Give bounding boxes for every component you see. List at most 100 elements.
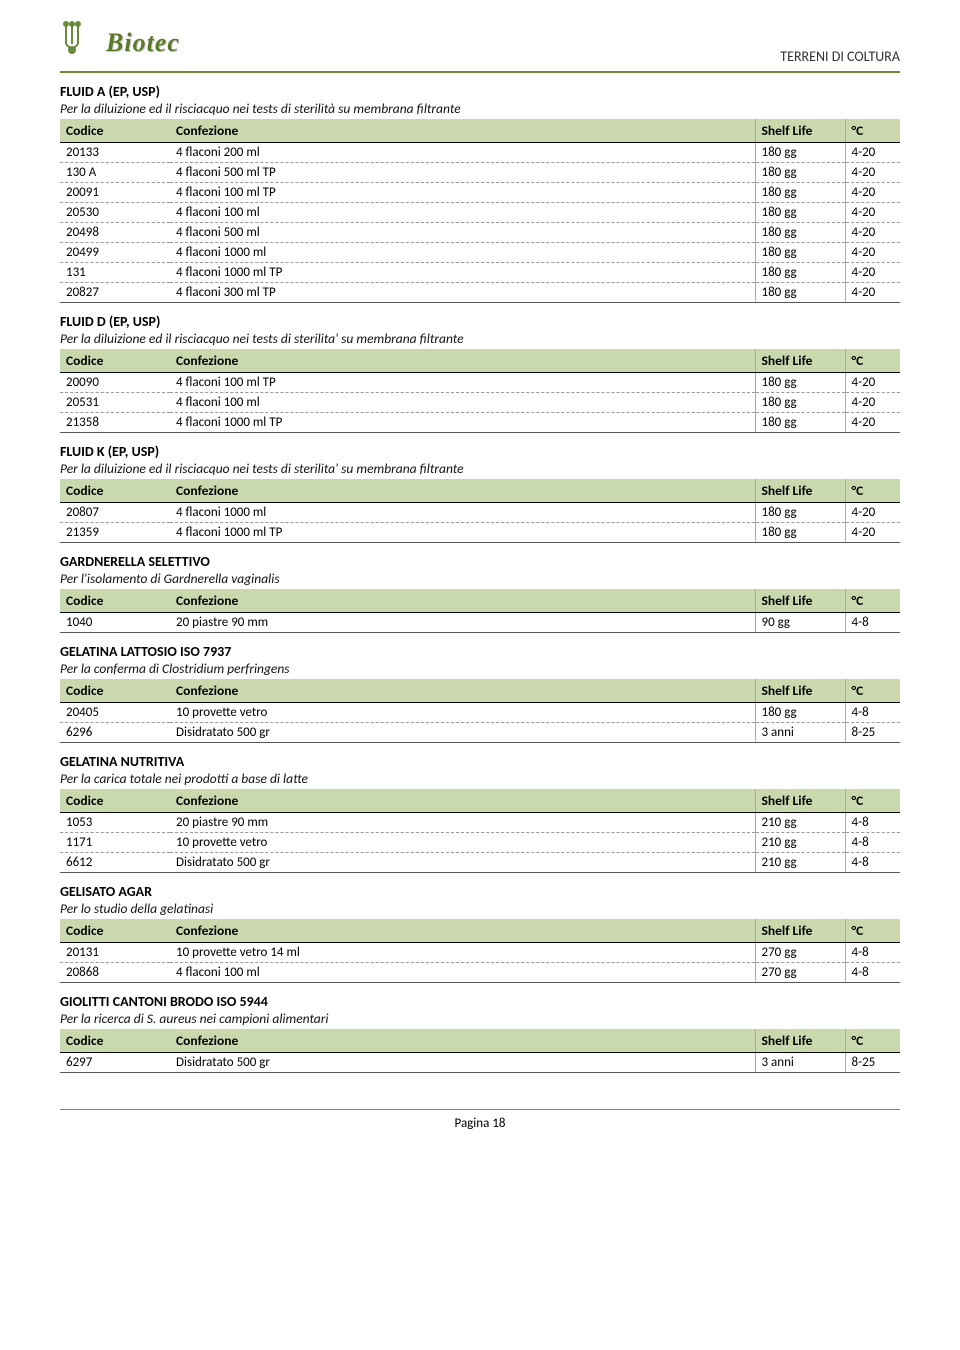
table-row: 208684 flaconi 100 ml270 gg4-8 — [60, 963, 900, 983]
cell-codice: 1040 — [60, 613, 170, 633]
section-description: Per lo studio della gelatinasi — [60, 900, 900, 917]
column-header-codice: Codice — [60, 479, 170, 503]
column-header-c: °C — [845, 349, 900, 373]
product-section: FLUID A (EP, USP)Per la diluizione ed il… — [60, 83, 900, 303]
table-row: 2013110 provette vetro 14 ml270 gg4-8 — [60, 943, 900, 963]
cell-shelf-life: 210 gg — [755, 853, 845, 873]
table-row: 204984 flaconi 500 ml180 gg4-20 — [60, 223, 900, 243]
cell-shelf-life: 180 gg — [755, 183, 845, 203]
cell-confezione: 10 provette vetro — [170, 833, 755, 853]
section-description: Per l'isolamento di Gardnerella vaginali… — [60, 570, 900, 587]
cell-confezione: 4 flaconi 1000 ml — [170, 243, 755, 263]
table-row: 117110 provette vetro210 gg4-8 — [60, 833, 900, 853]
section-description: Per la carica totale nei prodotti a base… — [60, 770, 900, 787]
cell-shelf-life: 180 gg — [755, 203, 845, 223]
table-row: 213584 flaconi 1000 ml TP180 gg4-20 — [60, 413, 900, 433]
cell-c: 4-20 — [845, 223, 900, 243]
cell-confezione: 4 flaconi 100 ml TP — [170, 373, 755, 393]
product-table: CodiceConfezioneShelf Life°C201334 flaco… — [60, 119, 900, 303]
column-header-shelf-life: Shelf Life — [755, 119, 845, 143]
cell-codice: 6296 — [60, 723, 170, 743]
column-header-confezione: Confezione — [170, 1029, 755, 1053]
cell-c: 4-20 — [845, 183, 900, 203]
cell-codice: 6297 — [60, 1053, 170, 1073]
cell-c: 4-20 — [845, 243, 900, 263]
product-section: GELISATO AGARPer lo studio della gelatin… — [60, 883, 900, 983]
section-title: GELISATO AGAR — [60, 883, 900, 900]
cell-c: 4-8 — [845, 833, 900, 853]
cell-codice: 20090 — [60, 373, 170, 393]
cell-codice: 20405 — [60, 703, 170, 723]
cell-shelf-life: 180 gg — [755, 163, 845, 183]
cell-confezione: 20 piastre 90 mm — [170, 613, 755, 633]
product-section: GELATINA LATTOSIO ISO 7937Per la conferm… — [60, 643, 900, 743]
cell-codice: 131 — [60, 263, 170, 283]
cell-shelf-life: 3 anni — [755, 1053, 845, 1073]
section-title: GELATINA NUTRITIVA — [60, 753, 900, 770]
column-header-codice: Codice — [60, 1029, 170, 1053]
product-section: FLUID K (EP, USP)Per la diluizione ed il… — [60, 443, 900, 543]
cell-c: 4-8 — [845, 613, 900, 633]
section-description: Per la diluizione ed il risciacquo nei t… — [60, 330, 900, 347]
cell-confezione: 4 flaconi 100 ml — [170, 963, 755, 983]
product-section: GIOLITTI CANTONI BRODO ISO 5944Per la ri… — [60, 993, 900, 1073]
column-header-codice: Codice — [60, 349, 170, 373]
column-header-codice: Codice — [60, 589, 170, 613]
cell-codice: 1053 — [60, 813, 170, 833]
logo-text: Biotec — [106, 28, 180, 58]
column-header-codice: Codice — [60, 919, 170, 943]
cell-c: 4-20 — [845, 523, 900, 543]
cell-c: 4-8 — [845, 943, 900, 963]
cell-confezione: 4 flaconi 1000 ml — [170, 503, 755, 523]
column-header-confezione: Confezione — [170, 119, 755, 143]
cell-confezione: 10 provette vetro — [170, 703, 755, 723]
cell-codice: 20498 — [60, 223, 170, 243]
column-header-codice: Codice — [60, 679, 170, 703]
column-header-confezione: Confezione — [170, 789, 755, 813]
product-table: CodiceConfezioneShelf Life°C105320 piast… — [60, 789, 900, 873]
table-header-row: CodiceConfezioneShelf Life°C — [60, 589, 900, 613]
cell-c: 4-8 — [845, 813, 900, 833]
cell-shelf-life: 180 gg — [755, 523, 845, 543]
cell-codice: 21359 — [60, 523, 170, 543]
cell-confezione: 4 flaconi 100 ml — [170, 203, 755, 223]
cell-shelf-life: 180 gg — [755, 373, 845, 393]
column-header-confezione: Confezione — [170, 589, 755, 613]
cell-c: 4-20 — [845, 143, 900, 163]
section-title: FLUID K (EP, USP) — [60, 443, 900, 460]
cell-confezione: 10 provette vetro 14 ml — [170, 943, 755, 963]
column-header-c: °C — [845, 119, 900, 143]
cell-confezione: 4 flaconi 1000 ml TP — [170, 263, 755, 283]
cell-codice: 20133 — [60, 143, 170, 163]
table-header-row: CodiceConfezioneShelf Life°C — [60, 1029, 900, 1053]
cell-confezione: 4 flaconi 100 ml — [170, 393, 755, 413]
section-title: GIOLITTI CANTONI BRODO ISO 5944 — [60, 993, 900, 1010]
product-section: GARDNERELLA SELETTIVOPer l'isolamento di… — [60, 553, 900, 633]
table-row: 6612Disidratato 500 gr210 gg4-8 — [60, 853, 900, 873]
cell-codice: 1171 — [60, 833, 170, 853]
cell-confezione: 4 flaconi 300 ml TP — [170, 283, 755, 303]
cell-codice: 20530 — [60, 203, 170, 223]
section-description: Per la ricerca di S. aureus nei campioni… — [60, 1010, 900, 1027]
section-title: FLUID D (EP, USP) — [60, 313, 900, 330]
column-header-shelf-life: Shelf Life — [755, 479, 845, 503]
cell-shelf-life: 180 gg — [755, 223, 845, 243]
cell-c: 4-20 — [845, 503, 900, 523]
column-header-c: °C — [845, 919, 900, 943]
product-table: CodiceConfezioneShelf Life°C2040510 prov… — [60, 679, 900, 743]
column-header-shelf-life: Shelf Life — [755, 1029, 845, 1053]
cell-confezione: 20 piastre 90 mm — [170, 813, 755, 833]
column-header-c: °C — [845, 789, 900, 813]
cell-shelf-life: 180 gg — [755, 503, 845, 523]
table-row: 205304 flaconi 100 ml180 gg4-20 — [60, 203, 900, 223]
column-header-shelf-life: Shelf Life — [755, 349, 845, 373]
cell-shelf-life: 90 gg — [755, 613, 845, 633]
page-footer: Pagina 18 — [60, 1109, 900, 1131]
table-row: 201334 flaconi 200 ml180 gg4-20 — [60, 143, 900, 163]
column-header-c: °C — [845, 479, 900, 503]
logo-icon — [60, 20, 100, 65]
column-header-shelf-life: Shelf Life — [755, 679, 845, 703]
column-header-c: °C — [845, 1029, 900, 1053]
table-row: 130 A4 flaconi 500 ml TP180 gg4-20 — [60, 163, 900, 183]
section-title: GELATINA LATTOSIO ISO 7937 — [60, 643, 900, 660]
